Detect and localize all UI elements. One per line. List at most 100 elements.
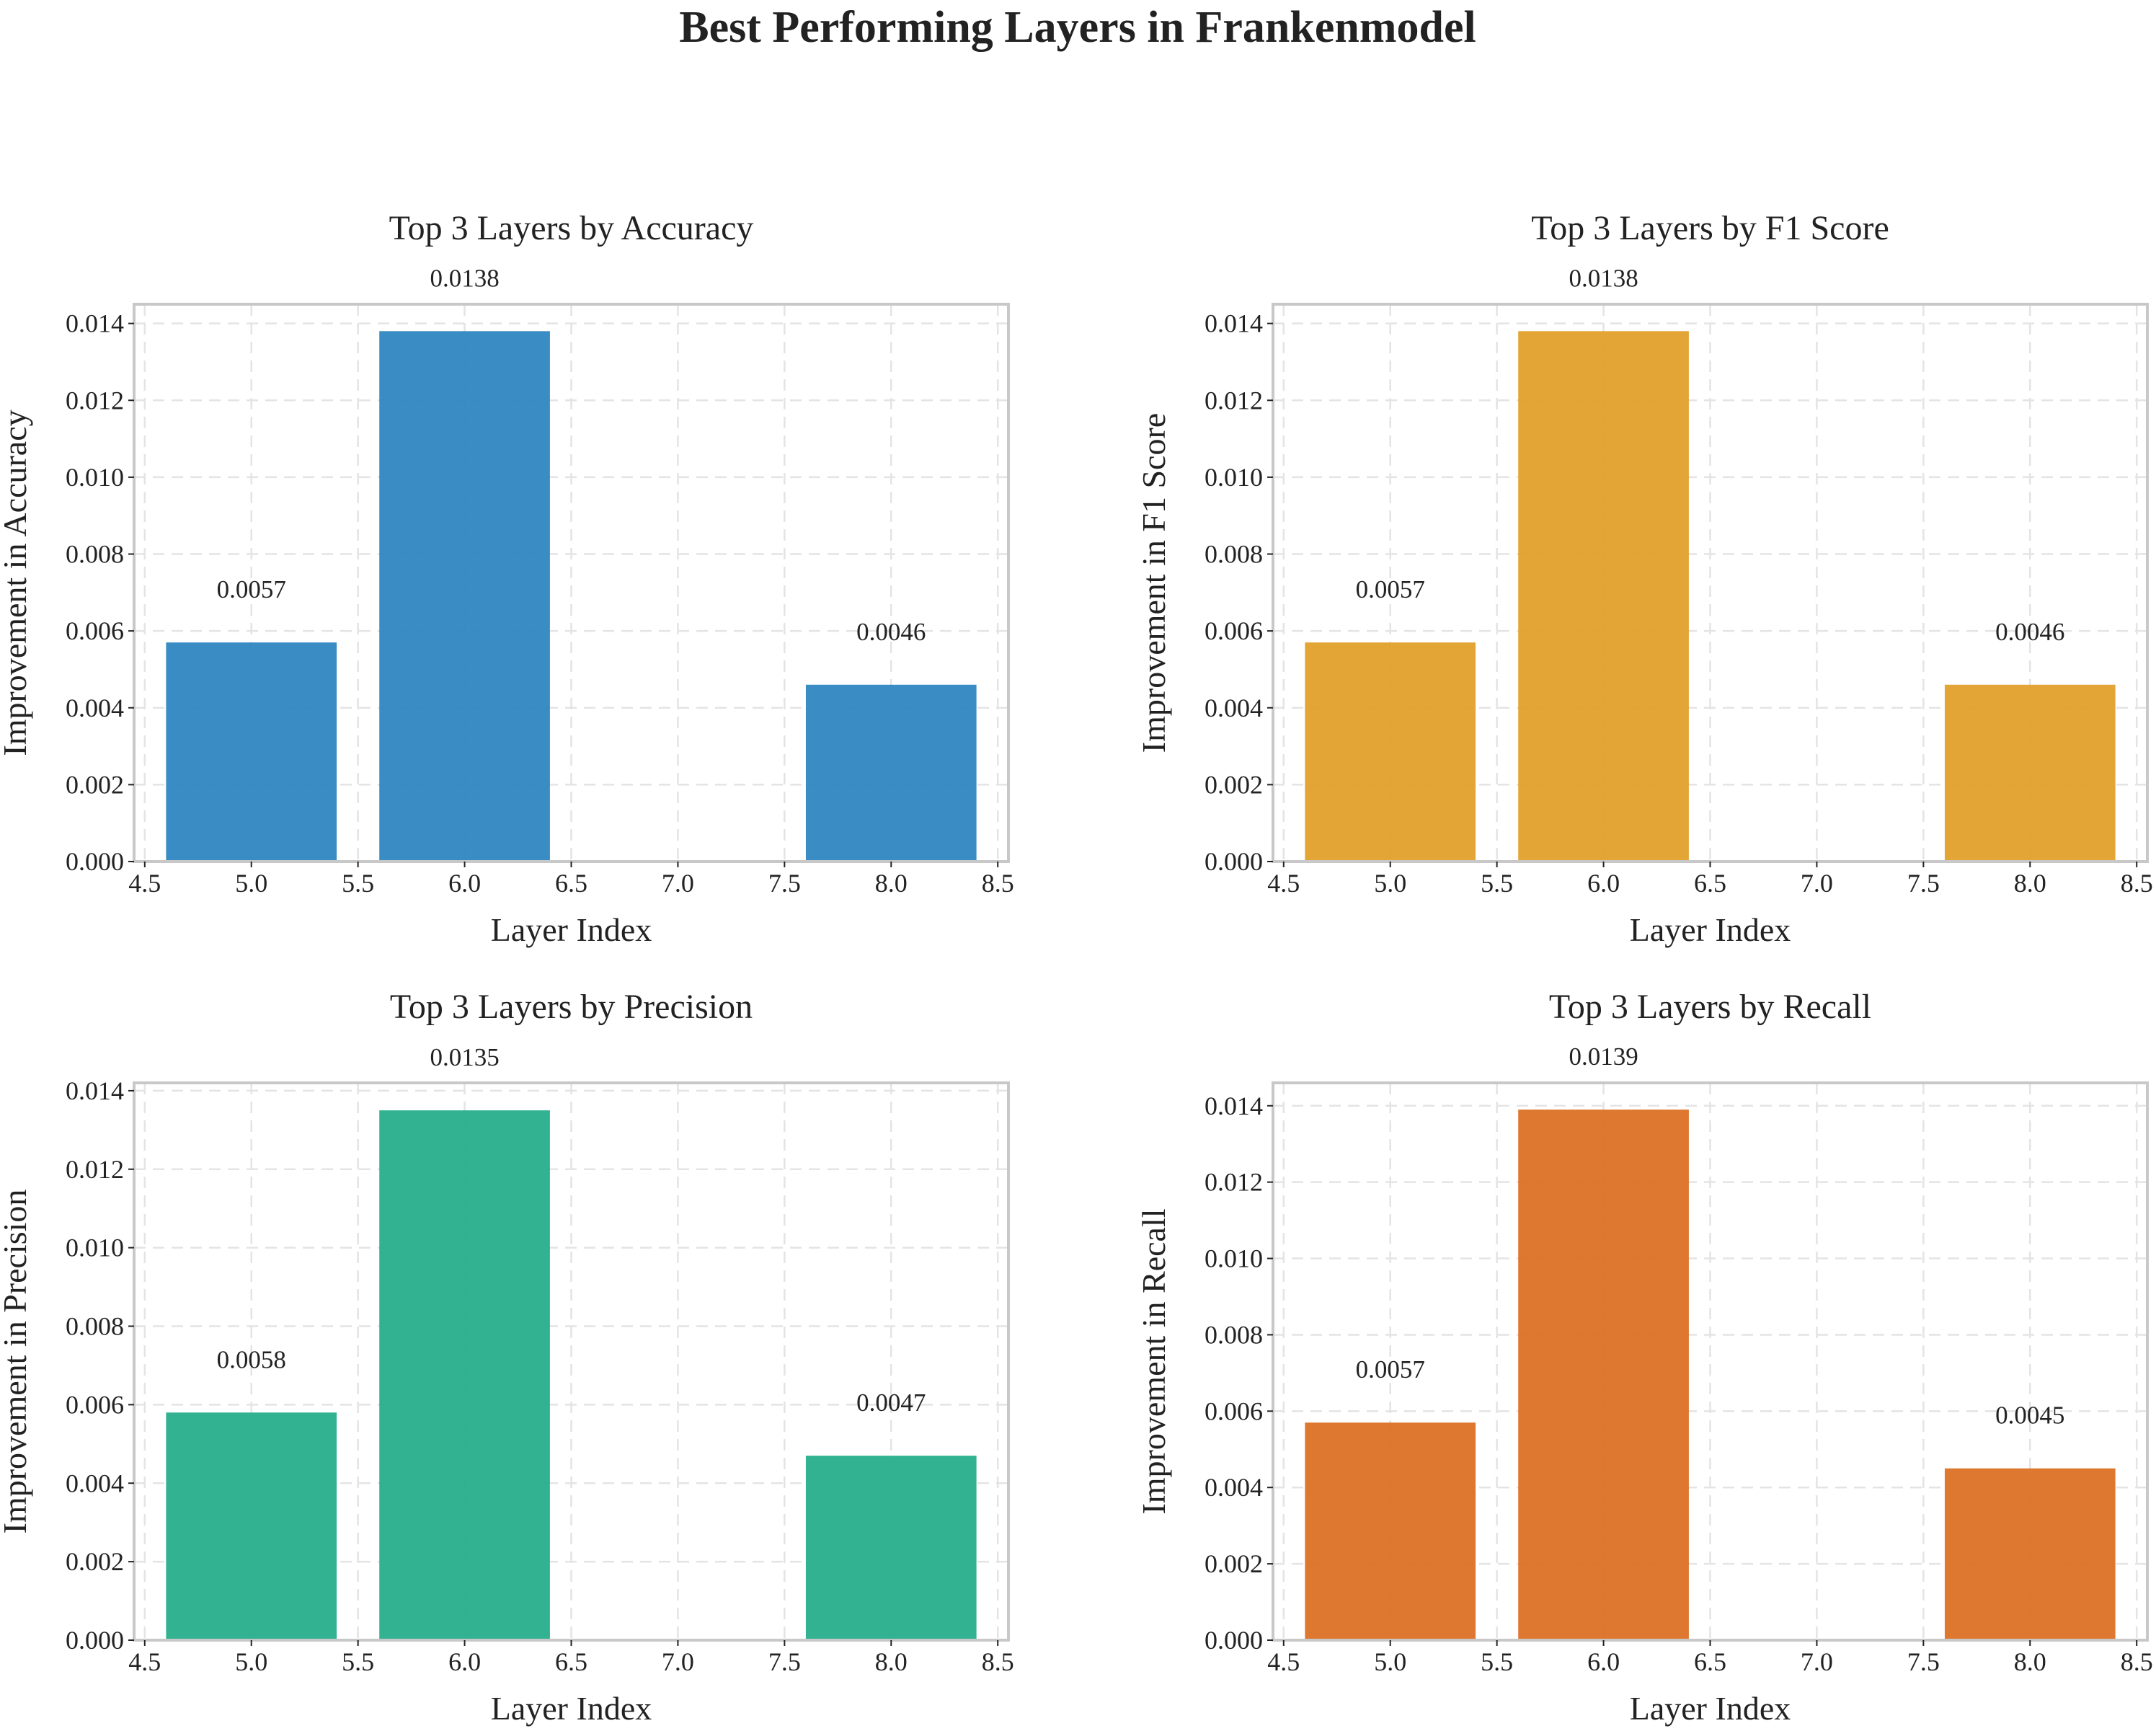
y-tick-label: 0.002	[66, 1547, 124, 1576]
subplot-2: 0.0057 0.0138 0.0046 4.5 5.0 5.5 6.0 6.5 7.0 7.5 8…	[1135, 209, 2153, 948]
bar-value-label: 0.0139	[1569, 1042, 1638, 1071]
x-axis-label: Layer Index	[491, 1690, 652, 1727]
subplot-title: Top 3 Layers by Recall	[1549, 988, 1871, 1026]
bar-value-label: 0.0046	[856, 618, 926, 646]
bar-layer-8	[1944, 1468, 2116, 1640]
x-tick-label: 5.5	[342, 869, 374, 898]
x-tick-label: 4.5	[1267, 869, 1300, 898]
y-tick-label: 0.014	[1205, 309, 1263, 338]
x-tick-label: 5.0	[235, 869, 267, 898]
x-tick-label: 5.5	[342, 1647, 374, 1676]
x-tick-label: 5.0	[1374, 1647, 1406, 1676]
y-tick-label: 0.004	[1205, 694, 1263, 722]
y-tick-label: 0.006	[1205, 1396, 1263, 1425]
bar-layer-6	[1518, 1110, 1689, 1640]
y-tick-label: 0.004	[66, 694, 124, 722]
bar-value-label: 0.0057	[217, 575, 286, 603]
y-tick-label: 0.002	[1205, 1549, 1263, 1578]
y-tick-label: 0.000	[66, 847, 124, 876]
y-tick-label: 0.012	[66, 386, 124, 415]
x-axis-label: Layer Index	[491, 911, 652, 948]
y-tick-label: 0.014	[66, 1076, 124, 1105]
bar-layer-6	[379, 1110, 550, 1640]
x-tick-label: 7.5	[768, 869, 801, 898]
bar-layer-8	[805, 684, 977, 862]
subplot-grid: 0.0057 0.0138 0.0046 4.5 5.0 5.5 6.0 6.5 7.0 7.5 8…	[0, 209, 2153, 1727]
x-tick-label: 8.5	[982, 869, 1014, 898]
x-tick-label: 7.5	[1907, 1647, 1940, 1676]
y-tick-label: 0.004	[66, 1469, 124, 1497]
bar-layer-5	[1305, 1422, 1476, 1640]
y-tick-label: 0.000	[1205, 1626, 1263, 1655]
bar-layer-6	[379, 331, 550, 862]
y-tick-label: 0.012	[66, 1155, 124, 1184]
x-tick-label: 6.5	[555, 869, 587, 898]
subplot-1: 0.0057 0.0138 0.0046 4.5 5.0 5.5 6.0 6.5 7.0 7.5 8…	[0, 209, 1014, 948]
y-tick-label: 0.014	[66, 309, 124, 338]
y-tick-label: 0.008	[1205, 1320, 1263, 1349]
bar-layer-8	[1944, 684, 2116, 862]
y-tick-label: 0.010	[1205, 463, 1263, 492]
x-tick-label: 6.0	[448, 1647, 481, 1676]
bar-value-label: 0.0057	[1356, 575, 1425, 603]
x-tick-label: 7.0	[662, 1647, 694, 1676]
bar-value-label: 0.0057	[1356, 1355, 1425, 1384]
y-tick-label: 0.012	[1205, 1168, 1263, 1197]
x-tick-label: 7.5	[1907, 869, 1940, 898]
x-tick-label: 8.0	[875, 869, 908, 898]
y-tick-label: 0.004	[1205, 1473, 1263, 1502]
x-tick-label: 6.5	[1694, 869, 1726, 898]
x-tick-label: 7.5	[768, 1647, 801, 1676]
subplot-title: Top 3 Layers by Precision	[390, 988, 753, 1026]
x-tick-label: 7.0	[1801, 869, 1833, 898]
y-axis-label: Improvement in F1 Score	[1135, 413, 1172, 753]
y-tick-label: 0.008	[66, 540, 124, 569]
y-axis-label: Improvement in Accuracy	[0, 409, 33, 756]
y-tick-label: 0.002	[1205, 770, 1263, 799]
bar-value-label: 0.0138	[430, 264, 499, 292]
x-tick-label: 7.0	[1801, 1647, 1833, 1676]
x-tick-label: 4.5	[1267, 1647, 1300, 1676]
x-tick-label: 8.5	[2121, 869, 2153, 898]
x-tick-label: 8.0	[2014, 869, 2046, 898]
x-tick-label: 5.5	[1481, 869, 1513, 898]
y-tick-label: 0.002	[66, 770, 124, 799]
y-tick-label: 0.000	[1205, 847, 1263, 876]
x-tick-label: 8.0	[2014, 1647, 2046, 1676]
y-tick-label: 0.010	[1205, 1244, 1263, 1273]
subplot-title: Top 3 Layers by Accuracy	[389, 209, 754, 247]
x-tick-label: 4.5	[128, 869, 161, 898]
y-tick-label: 0.010	[66, 1234, 124, 1262]
bar-layer-6	[1518, 331, 1689, 862]
subplot-4: 0.0057 0.0139 0.0045 4.5 5.0 5.5 6.0 6.5 7.0 7.5 8…	[1135, 988, 2153, 1727]
y-tick-label: 0.006	[66, 616, 124, 645]
y-axis-label: Improvement in Recall	[1135, 1208, 1172, 1514]
y-tick-label: 0.014	[1205, 1092, 1263, 1120]
subplot-title: Top 3 Layers by F1 Score	[1531, 209, 1889, 247]
y-tick-label: 0.008	[66, 1312, 124, 1341]
y-tick-label: 0.006	[66, 1390, 124, 1419]
bar-value-label: 0.0046	[1995, 618, 2064, 646]
bar-layer-8	[805, 1456, 977, 1640]
x-tick-label: 8.5	[982, 1647, 1014, 1676]
bar-layer-5	[1305, 642, 1476, 862]
y-tick-label: 0.000	[66, 1626, 124, 1655]
y-tick-label: 0.008	[1205, 540, 1263, 569]
subplot-3: 0.0058 0.0135 0.0047 4.5 5.0 5.5 6.0 6.5 7.0 7.5 8…	[0, 988, 1014, 1727]
x-tick-label: 4.5	[128, 1647, 161, 1676]
x-tick-label: 5.0	[1374, 869, 1406, 898]
x-tick-label: 6.0	[1587, 869, 1620, 898]
x-tick-label: 6.5	[555, 1647, 587, 1676]
bar-value-label: 0.0047	[856, 1389, 926, 1417]
x-tick-label: 8.0	[875, 1647, 908, 1676]
bar-value-label: 0.0138	[1569, 264, 1638, 292]
bar-value-label: 0.0135	[430, 1043, 499, 1071]
x-tick-label: 6.0	[1587, 1647, 1620, 1676]
bar-value-label: 0.0045	[1995, 1402, 2064, 1430]
x-tick-label: 5.5	[1481, 1647, 1513, 1676]
bar-layer-5	[166, 642, 337, 862]
x-tick-label: 6.0	[448, 869, 481, 898]
y-tick-label: 0.006	[1205, 616, 1263, 645]
x-tick-label: 8.5	[2121, 1647, 2153, 1676]
